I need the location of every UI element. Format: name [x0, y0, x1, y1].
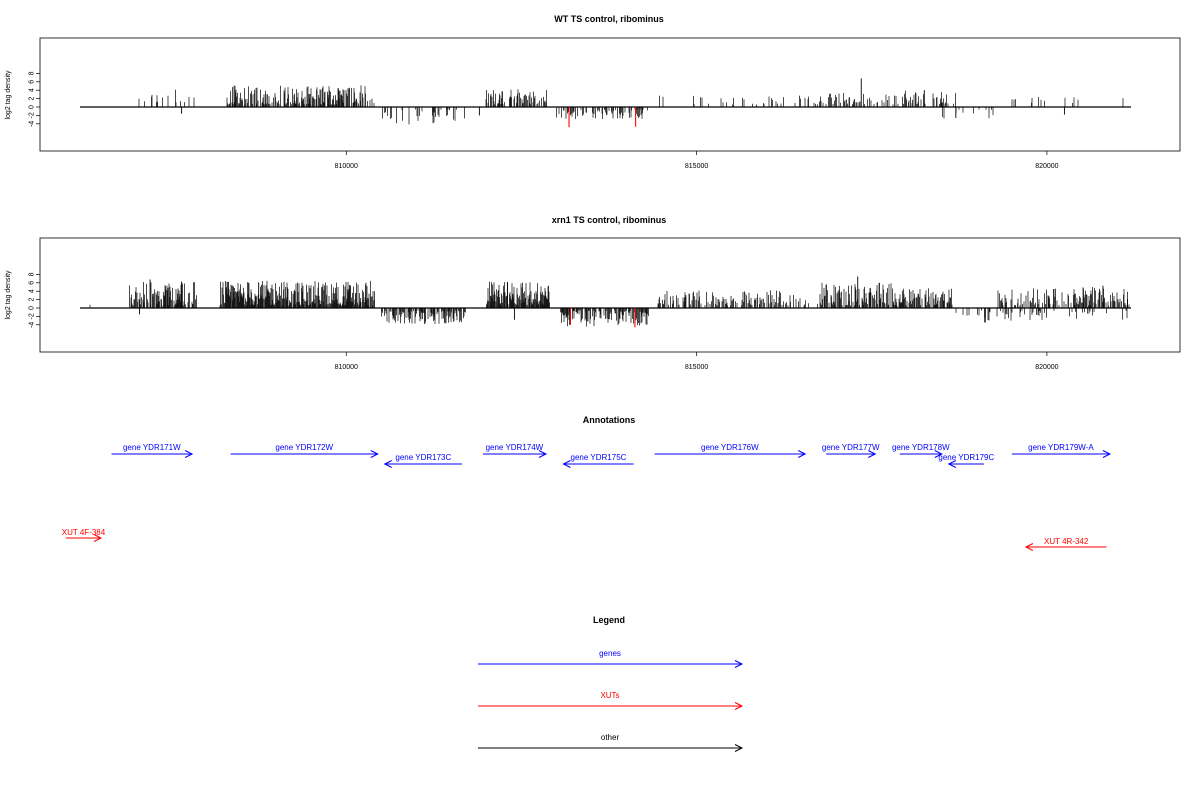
xrn1-plot-frame [39, 237, 1181, 353]
y-tick-label: 8 [29, 272, 36, 276]
xut-arrow: XUT 4F-384 [62, 528, 106, 542]
legend-label: XUTs [600, 691, 619, 700]
arrow-head [184, 450, 194, 458]
arrow-head [734, 702, 744, 710]
gene-arrow: gene YDR171W [111, 443, 194, 458]
arrow-head [562, 460, 571, 468]
gene-label: gene YDR179C [938, 453, 994, 462]
wt-plot-frame [39, 37, 1181, 152]
wt-x-axis: 810000 815000 820000 [335, 151, 1059, 170]
wt-bars [80, 78, 1131, 128]
y-tick-label: -4 [29, 121, 36, 127]
legend-title: Legend [593, 615, 625, 625]
xrn1-y-axis-label: log2 tag density [5, 270, 12, 320]
y-tick-label: 2 [29, 97, 36, 101]
x-tick-label: 810000 [335, 364, 358, 371]
gene-arrow: gene YDR178W [892, 443, 950, 458]
xrn1-panel-title: xrn1 TS control, ribominus [552, 215, 667, 225]
gene-annotations: gene YDR171W gene YDR172W gene YDR173C gene… [111, 443, 1112, 468]
xut-label: XUT 4R-342 [1044, 537, 1089, 546]
xut-arrow: XUT 4R-342 [1024, 537, 1107, 551]
x-tick-label: 820000 [1035, 364, 1058, 371]
wt-panel: WT TS control, ribominus log2 tag densit… [5, 14, 1181, 170]
y-tick-label: 4 [29, 289, 36, 293]
y-tick-label: 8 [29, 71, 36, 75]
gene-label: gene YDR178W [892, 443, 950, 452]
gene-label: gene YDR172W [275, 443, 333, 452]
y-tick-label: -2 [29, 313, 36, 319]
gene-arrow: gene YDR174W [482, 443, 548, 458]
legend: genes XUTs other [478, 649, 744, 752]
arrow-head [383, 460, 393, 468]
arrow-head [1102, 450, 1112, 458]
y-tick-label: 0 [29, 306, 36, 310]
xrn1-y-axis: -4 -2 0 2 4 6 8 [29, 272, 40, 328]
arrow-head [734, 744, 744, 752]
gene-label: gene YDR176W [701, 443, 759, 452]
arrow-head [797, 450, 807, 458]
gene-label: gene YDR177W [822, 443, 880, 452]
arrow-head [934, 450, 943, 458]
arrow-head [734, 660, 744, 668]
y-tick-label: 4 [29, 88, 36, 92]
y-tick-label: -2 [29, 112, 36, 118]
legend-item: other [478, 733, 744, 752]
gene-label: gene YDR173C [395, 453, 451, 462]
arrow-head [1024, 543, 1034, 551]
legend-label: genes [599, 649, 621, 658]
arrow-head [93, 534, 103, 542]
arrow-head [947, 460, 957, 468]
xrn1-panel: xrn1 TS control, ribominus log2 tag dens… [5, 215, 1181, 371]
annotations-title: Annotations [583, 415, 636, 425]
xut-annotations: XUT 4F-384 XUT 4R-342 [62, 528, 1107, 551]
gene-label: gene YDR175C [571, 453, 627, 462]
x-tick-label: 815000 [685, 364, 708, 371]
wt-panel-title: WT TS control, ribominus [554, 14, 664, 24]
gene-arrow: gene YDR173C [383, 453, 462, 468]
x-tick-label: 810000 [335, 163, 358, 170]
wt-y-axis: -4 -2 0 2 4 6 8 [29, 71, 40, 127]
xut-label: XUT 4F-384 [62, 528, 106, 537]
gene-label: gene YDR179W-A [1028, 443, 1094, 452]
gene-label: gene YDR171W [123, 443, 181, 452]
legend-item: XUTs [478, 691, 744, 710]
x-tick-label: 815000 [685, 163, 708, 170]
legend-label: other [601, 733, 620, 742]
y-tick-label: -4 [29, 322, 36, 328]
arrow-head [538, 450, 548, 458]
gene-arrow: gene YDR172W [230, 443, 379, 458]
gene-arrow: gene YDR177W [822, 443, 880, 458]
legend-item: genes [478, 649, 744, 668]
gene-arrow: gene YDR175C [562, 453, 634, 468]
wt-y-axis-label: log2 tag density [5, 70, 12, 120]
y-tick-label: 2 [29, 298, 36, 302]
arrow-head [868, 450, 877, 458]
gene-arrow: gene YDR179C [938, 453, 995, 468]
xrn1-bars [80, 276, 1131, 328]
y-tick-label: 6 [29, 281, 36, 285]
y-tick-label: 0 [29, 105, 36, 109]
arrow-head [370, 450, 379, 458]
x-tick-label: 820000 [1035, 163, 1058, 170]
gene-label: gene YDR174W [486, 443, 544, 452]
xrn1-x-axis: 810000 815000 820000 [335, 352, 1059, 371]
y-tick-label: 6 [29, 80, 36, 84]
gene-arrow: gene YDR179W-A [1011, 443, 1112, 458]
gene-arrow: gene YDR176W [654, 443, 807, 458]
